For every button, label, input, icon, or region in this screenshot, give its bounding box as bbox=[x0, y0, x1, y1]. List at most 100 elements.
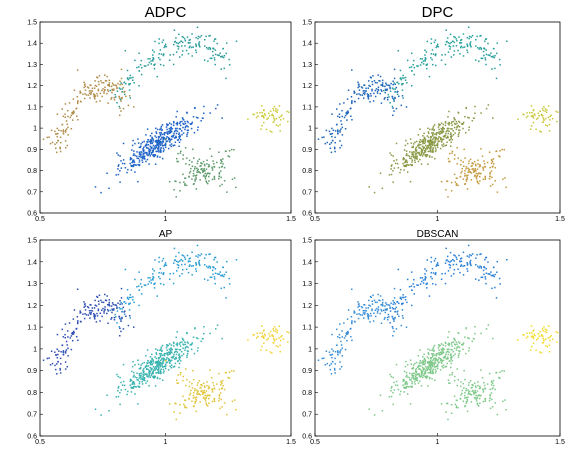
scatter-point bbox=[177, 160, 179, 163]
scatter-point bbox=[218, 372, 220, 375]
scatter-point bbox=[190, 348, 193, 351]
scatter-point bbox=[389, 87, 391, 90]
scatter-point bbox=[114, 316, 117, 318]
scatter-point bbox=[224, 372, 227, 374]
scatter-point bbox=[152, 147, 155, 150]
scatter-point bbox=[538, 335, 540, 337]
scatter-point bbox=[204, 38, 206, 41]
scatter-point bbox=[418, 147, 420, 149]
scatter-point bbox=[425, 154, 427, 157]
scatter-point bbox=[138, 155, 140, 158]
scatter-point bbox=[223, 54, 226, 57]
scatter-point bbox=[411, 161, 413, 163]
scatter-point bbox=[177, 382, 179, 384]
scatter-point bbox=[353, 312, 355, 314]
scatter-point bbox=[476, 46, 479, 49]
scatter-point bbox=[414, 148, 417, 150]
scatter-point bbox=[168, 122, 171, 124]
scatter-point bbox=[162, 136, 165, 139]
scatter-point bbox=[333, 146, 336, 149]
scatter-point bbox=[150, 279, 152, 281]
scatter-point bbox=[343, 116, 346, 119]
scatter-point bbox=[490, 392, 493, 394]
scatter-point bbox=[218, 395, 221, 397]
scatter-point bbox=[438, 343, 440, 346]
scatter-point bbox=[403, 169, 405, 171]
scatter-point bbox=[188, 258, 191, 260]
scatter-point bbox=[411, 70, 413, 72]
scatter-point bbox=[121, 162, 124, 165]
scatter-point bbox=[418, 152, 421, 155]
scatter-point bbox=[79, 320, 82, 323]
scatter-point bbox=[111, 309, 114, 311]
scatter-point bbox=[132, 154, 135, 157]
scatter-point bbox=[445, 247, 447, 250]
scatter-point bbox=[174, 40, 177, 43]
scatter-point bbox=[471, 390, 473, 392]
scatter-point bbox=[162, 362, 165, 364]
scatter-point bbox=[162, 360, 164, 362]
scatter-point bbox=[410, 363, 412, 366]
scatter-point bbox=[397, 49, 400, 52]
scatter-point bbox=[261, 114, 264, 117]
scatter-point bbox=[473, 175, 476, 177]
scatter-point bbox=[406, 364, 409, 366]
scatter-point bbox=[377, 293, 379, 296]
scatter-point bbox=[426, 367, 428, 370]
scatter-point bbox=[157, 138, 160, 140]
scatter-point bbox=[119, 98, 122, 101]
scatter-point bbox=[440, 59, 443, 62]
scatter-point bbox=[132, 106, 135, 108]
scatter-point bbox=[158, 145, 160, 148]
scatter-point bbox=[373, 414, 376, 416]
scatter-point bbox=[472, 168, 474, 170]
scatter-point bbox=[140, 151, 142, 153]
scatter-point bbox=[119, 376, 121, 379]
scatter-point bbox=[447, 343, 449, 345]
scatter-point bbox=[114, 96, 117, 98]
scatter-point bbox=[117, 164, 120, 166]
scatter-point bbox=[133, 161, 136, 164]
scatter-point bbox=[272, 117, 275, 119]
scatter-point bbox=[451, 349, 453, 351]
scatter-point bbox=[273, 105, 276, 108]
scatter-point bbox=[423, 357, 426, 360]
scatter-point bbox=[162, 273, 165, 275]
scatter-point bbox=[474, 59, 477, 61]
scatter-point bbox=[451, 360, 454, 362]
scatter-point bbox=[488, 151, 491, 153]
scatter-point bbox=[155, 139, 158, 142]
scatter-point bbox=[409, 157, 411, 159]
scatter-point bbox=[94, 299, 96, 302]
scatter-point bbox=[89, 304, 91, 306]
scatter-point bbox=[370, 315, 372, 317]
scatter-point bbox=[95, 321, 98, 323]
scatter-point bbox=[362, 317, 365, 319]
scatter-point bbox=[478, 165, 481, 168]
scatter-point bbox=[190, 265, 193, 267]
scatter-point bbox=[84, 85, 87, 88]
scatter-point bbox=[390, 387, 393, 389]
scatter-point bbox=[146, 141, 148, 143]
scatter-point bbox=[140, 293, 143, 295]
scatter-point bbox=[401, 314, 404, 317]
scatter-point bbox=[263, 109, 265, 111]
scatter-point bbox=[64, 350, 67, 353]
scatter-point bbox=[202, 338, 204, 340]
scatter-point bbox=[110, 305, 113, 307]
scatter-point bbox=[214, 63, 216, 66]
scatter-point bbox=[159, 143, 161, 146]
scatter-point bbox=[193, 352, 196, 355]
scatter-point bbox=[435, 354, 438, 357]
scatter-point bbox=[394, 308, 397, 310]
scatter-point bbox=[121, 384, 124, 386]
scatter-point bbox=[98, 75, 101, 77]
scatter-point bbox=[415, 140, 418, 143]
scatter-point bbox=[483, 160, 485, 162]
scatter-point bbox=[444, 341, 447, 344]
scatter-point bbox=[208, 163, 210, 166]
scatter-point bbox=[339, 352, 341, 354]
scatter-point bbox=[219, 392, 222, 394]
scatter-point bbox=[197, 37, 199, 40]
scatter-point bbox=[64, 323, 67, 325]
